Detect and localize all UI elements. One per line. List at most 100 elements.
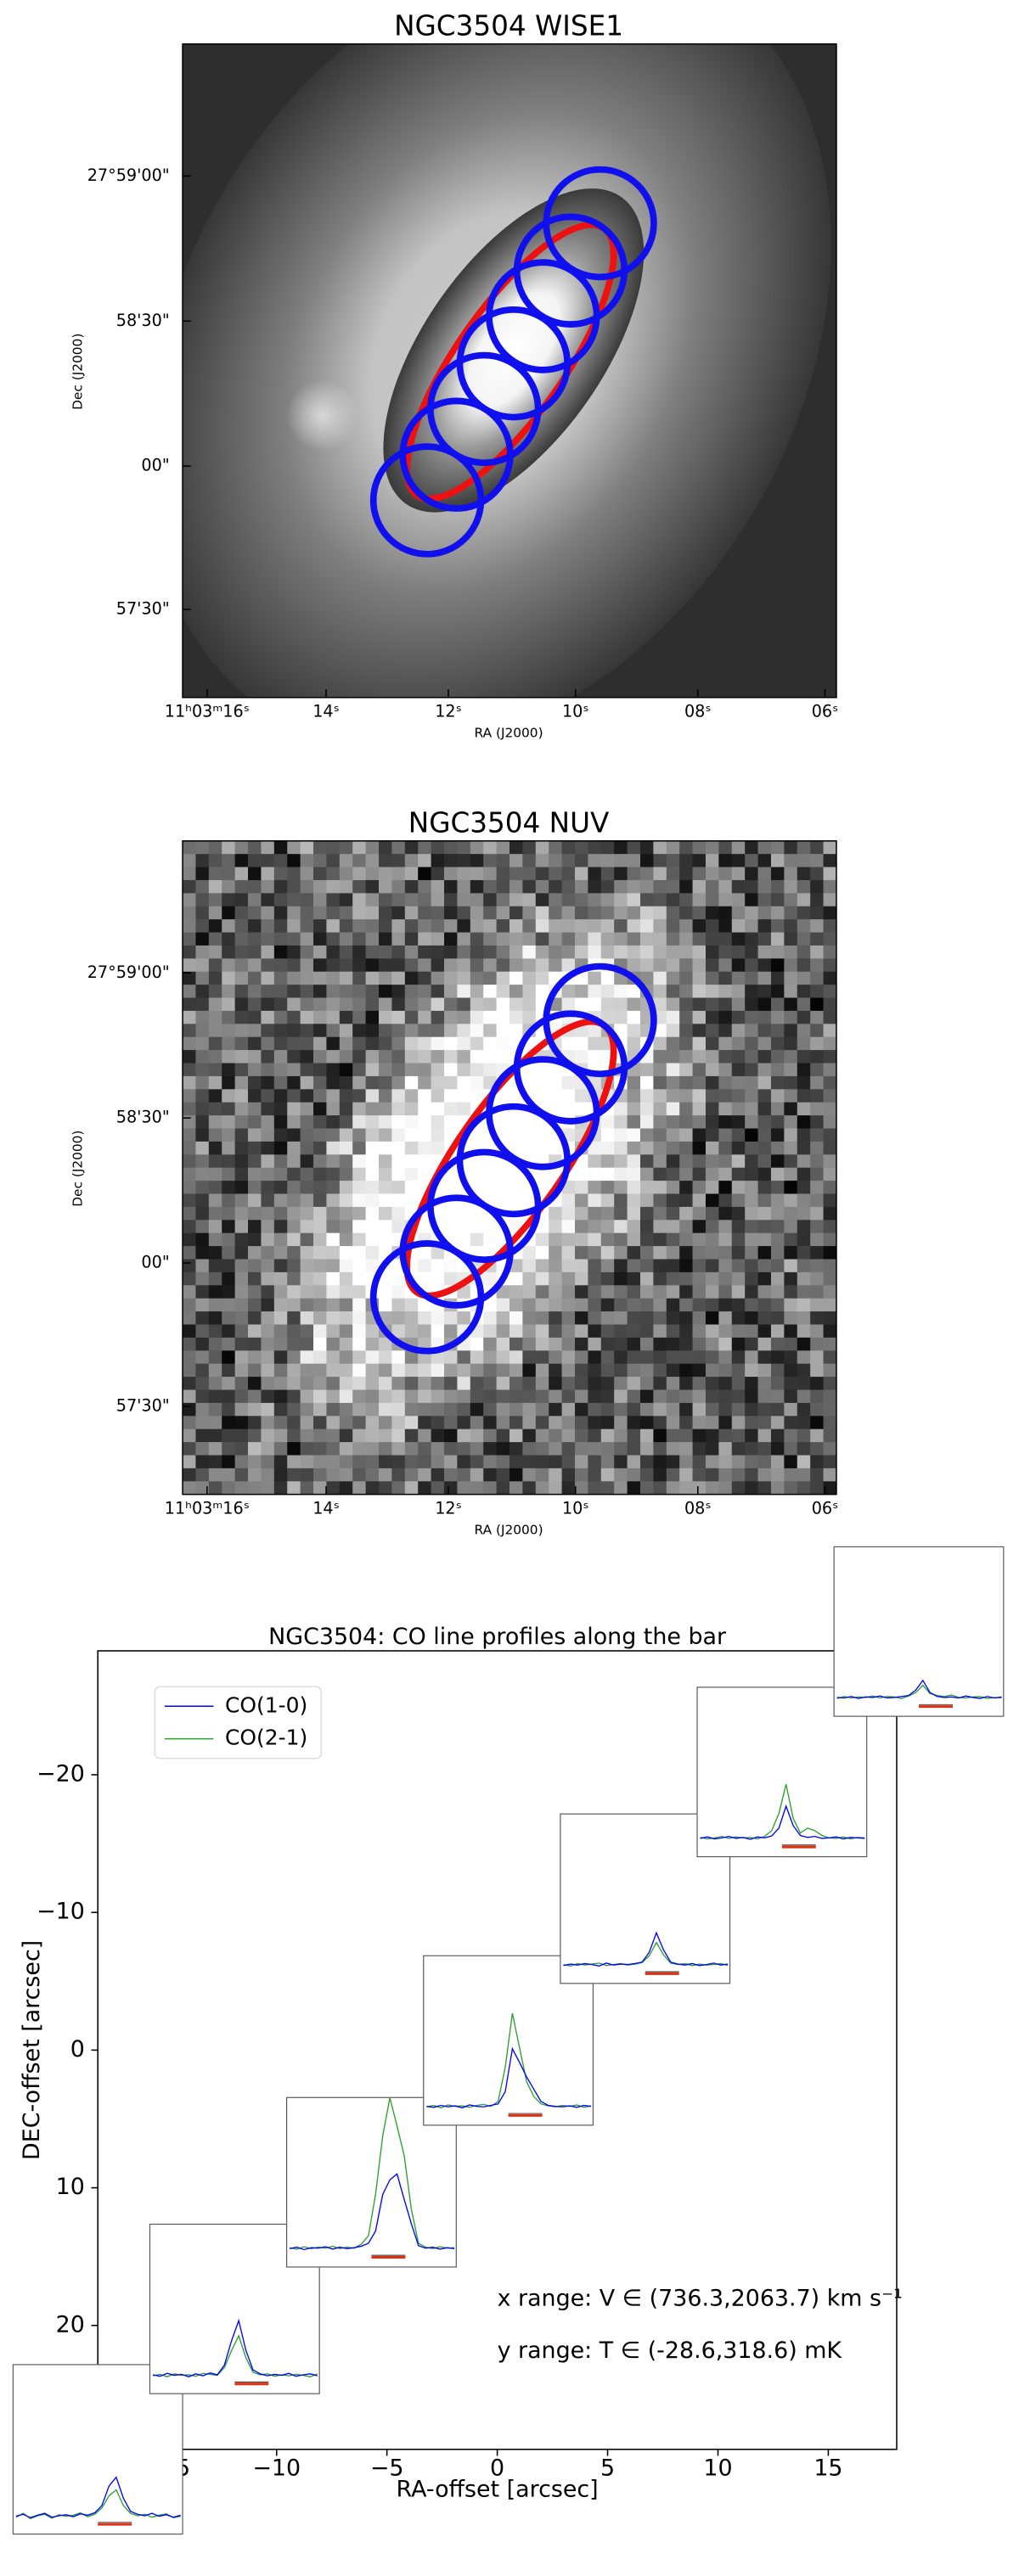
image-pixel xyxy=(496,840,510,855)
image-pixel xyxy=(287,854,301,867)
image-pixel xyxy=(287,1311,301,1325)
image-pixel xyxy=(561,1442,576,1456)
image-pixel xyxy=(457,1481,471,1495)
image-pixel xyxy=(666,1324,680,1339)
image-pixel xyxy=(705,840,719,855)
image-pixel xyxy=(183,1259,196,1273)
image-pixel xyxy=(718,854,733,867)
image-pixel xyxy=(574,1416,588,1430)
image-pixel xyxy=(588,1337,602,1351)
image-pixel xyxy=(522,919,537,933)
image-pixel xyxy=(313,867,327,881)
image-pixel xyxy=(339,985,353,998)
image-pixel xyxy=(261,945,275,959)
image-pixel xyxy=(705,1442,719,1456)
image-pixel xyxy=(183,1128,196,1142)
image-pixel xyxy=(313,840,327,855)
image-pixel xyxy=(313,1324,327,1339)
image-pixel xyxy=(614,1481,628,1495)
image-pixel xyxy=(379,1232,392,1247)
image-pixel xyxy=(261,1232,275,1247)
image-pixel xyxy=(208,1402,222,1417)
image-pixel xyxy=(535,919,549,933)
image-pixel xyxy=(797,1220,811,1234)
image-pixel xyxy=(195,1389,210,1404)
image-pixel xyxy=(300,958,314,973)
image-pixel xyxy=(431,879,445,894)
image-pixel xyxy=(261,1468,275,1482)
image-pixel xyxy=(326,1311,341,1325)
image-pixel xyxy=(287,1167,301,1181)
image-pixel xyxy=(391,1024,406,1038)
image-pixel xyxy=(745,1363,758,1378)
image-pixel xyxy=(692,1154,707,1169)
image-pixel xyxy=(745,1324,758,1339)
image-pixel xyxy=(718,1102,733,1116)
image-pixel xyxy=(627,1416,641,1430)
image-pixel xyxy=(745,1337,758,1351)
image-pixel xyxy=(510,958,523,973)
image-pixel xyxy=(313,1050,327,1064)
image-pixel xyxy=(666,1075,680,1090)
image-pixel xyxy=(653,879,667,894)
image-pixel xyxy=(300,1389,314,1404)
image-pixel xyxy=(784,1220,798,1234)
image-pixel xyxy=(300,1050,314,1064)
image-pixel xyxy=(470,985,484,998)
image-pixel xyxy=(745,1350,758,1365)
image-pixel xyxy=(823,879,836,894)
image-pixel xyxy=(679,1285,693,1299)
image-pixel xyxy=(535,932,549,946)
image-pixel xyxy=(535,1271,549,1286)
image-pixel xyxy=(810,1259,824,1273)
image-pixel xyxy=(339,1050,353,1064)
image-pixel xyxy=(326,1063,341,1077)
image-pixel xyxy=(639,945,654,959)
spectrum-line xyxy=(152,2318,318,2377)
image-pixel xyxy=(823,932,836,946)
image-pixel xyxy=(365,1089,380,1103)
image-pixel xyxy=(535,893,549,907)
image-pixel xyxy=(679,1154,693,1169)
image-pixel xyxy=(522,1455,537,1469)
image-pixel xyxy=(339,1416,353,1430)
image-pixel xyxy=(183,867,196,881)
image-pixel xyxy=(653,1193,667,1208)
image-pixel xyxy=(326,1377,341,1390)
image-pixel xyxy=(666,1010,680,1024)
image-pixel xyxy=(444,1089,458,1103)
image-pixel xyxy=(535,1324,549,1339)
image-pixel xyxy=(705,1246,719,1260)
image-pixel xyxy=(431,893,445,907)
image-pixel xyxy=(352,1167,367,1181)
image-pixel xyxy=(248,1220,262,1234)
image-pixel xyxy=(823,1154,836,1169)
image-pixel xyxy=(379,879,392,894)
image-pixel xyxy=(692,893,707,907)
image-pixel xyxy=(273,1311,288,1325)
image-pixel xyxy=(483,1350,497,1365)
image-pixel xyxy=(549,1311,562,1325)
image-pixel xyxy=(679,1036,693,1051)
image-pixel xyxy=(561,893,576,907)
image-pixel xyxy=(823,945,836,959)
image-pixel xyxy=(222,906,236,920)
image-pixel xyxy=(679,1363,693,1378)
image-pixel xyxy=(431,1271,445,1286)
image-pixel xyxy=(600,1377,615,1390)
image-pixel xyxy=(273,1350,288,1365)
image-pixel xyxy=(418,1167,431,1181)
image-pixel xyxy=(627,1402,641,1417)
image-pixel xyxy=(705,958,719,973)
image-pixel xyxy=(313,1141,327,1155)
image-pixel xyxy=(745,1102,758,1116)
image-pixel xyxy=(483,1271,497,1286)
image-pixel xyxy=(273,1259,288,1273)
image-pixel xyxy=(208,1442,222,1456)
image-pixel xyxy=(444,1115,458,1129)
image-pixel xyxy=(510,1350,523,1365)
image-pixel xyxy=(705,1010,719,1024)
image-pixel xyxy=(248,840,262,855)
image-pixel xyxy=(457,919,471,933)
image-pixel xyxy=(614,1350,628,1365)
